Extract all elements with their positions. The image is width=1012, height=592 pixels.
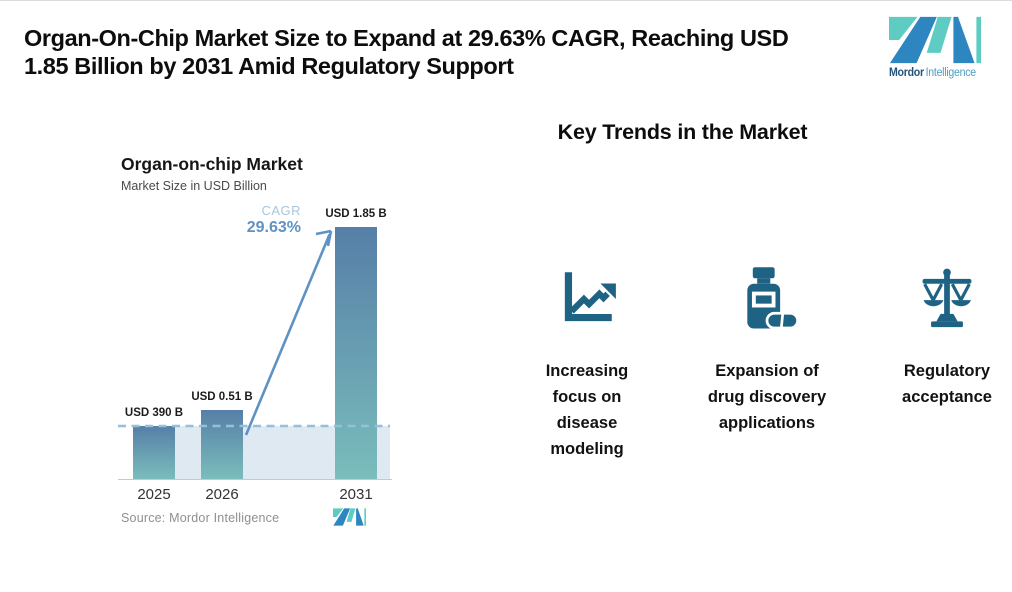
market-size-chart: Organ-on-chip Market Market Size in USD … xyxy=(100,140,412,560)
chart-subtitle: Market Size in USD Billion xyxy=(121,179,267,193)
trend-item-regulatory: Regulatory acceptance xyxy=(865,256,1012,462)
bar-value-label: USD 0.51 B xyxy=(191,391,253,403)
bar-2031 xyxy=(335,227,377,479)
mordor-intelligence-logo: Mordor Intelligence xyxy=(889,16,982,79)
bar-value-label: USD 390 B xyxy=(124,407,184,419)
source-text: Source: Mordor Intelligence xyxy=(121,511,280,525)
x-axis-tick-label: 2025 xyxy=(137,486,171,503)
pill-bottle-icon xyxy=(732,256,802,342)
cagr-label: CAGR xyxy=(261,203,301,218)
x-axis-tick-label: 2026 xyxy=(205,486,239,503)
x-axis-tick-label: 2031 xyxy=(339,486,373,503)
bar-2025 xyxy=(133,426,175,479)
page-title-line-1: Organ-On-Chip Market Size to Expand at 2… xyxy=(24,25,789,51)
top-border xyxy=(0,0,1012,1)
brand-wordmark: Mordor Intelligence xyxy=(889,67,977,79)
source-logo xyxy=(333,508,366,526)
page-title: Organ-On-Chip Market Size to Expand at 2… xyxy=(24,24,880,80)
bar-value-label: USD 1.85 B xyxy=(325,208,387,220)
trends-row: Increasing focus on disease modeling Exp… xyxy=(505,256,1012,462)
brand-name-light: Intelligence xyxy=(925,67,977,79)
trend-label: Increasing focus on disease modeling xyxy=(545,362,629,458)
source-row: Source: Mordor Intelligence xyxy=(121,508,392,528)
page-title-line-2: 1.85 Billion by 2031 Amid Regulatory Sup… xyxy=(24,53,514,79)
bar-chart-plot: CAGR 29.63% USD 390 B 2025 USD 0.51 B 2026 U… xyxy=(118,200,392,503)
trend-label: Expansion of drug discovery applications xyxy=(707,362,827,432)
trend-item-drug-discovery: Expansion of drug discovery applications xyxy=(685,256,849,462)
mordor-logo-icon xyxy=(889,16,981,64)
line-chart-increase-icon xyxy=(554,256,620,342)
trend-label: Regulatory acceptance xyxy=(902,362,992,406)
bar-2026 xyxy=(201,410,243,479)
chart-title: Organ-on-chip Market xyxy=(121,154,303,174)
mordor-logo-icon-small xyxy=(333,508,366,526)
growth-arrow xyxy=(244,229,333,436)
brand-name-bold: Mordor xyxy=(889,67,924,79)
key-trends-heading: Key Trends in the Market xyxy=(557,120,808,144)
cagr-annotation: CAGR 29.63% xyxy=(213,203,301,237)
balance-scale-icon xyxy=(913,256,981,342)
trend-item-disease-modeling: Increasing focus on disease modeling xyxy=(505,256,669,462)
cagr-value: 29.63% xyxy=(246,219,301,236)
